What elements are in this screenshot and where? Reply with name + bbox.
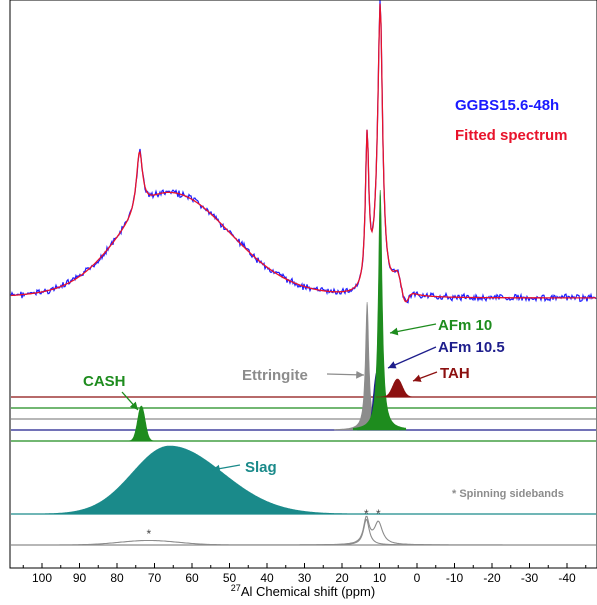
legend-fitted: Fitted spectrum xyxy=(455,127,568,144)
x-tick-label: 60 xyxy=(185,571,199,585)
spinning-sideband-traces xyxy=(11,515,596,546)
label-afm10-5: AFm 10.5 xyxy=(438,339,505,356)
sideband-marker: * xyxy=(376,507,381,521)
label-tah: TAH xyxy=(440,365,470,382)
legend-measured: GGBS15.6-48h xyxy=(455,97,559,114)
x-tick-label: 0 xyxy=(414,571,421,585)
plot-frame xyxy=(9,0,597,569)
x-tick-label: 10 xyxy=(373,571,387,585)
peak-afm-10 xyxy=(353,189,407,431)
x-tick-label: -10 xyxy=(446,571,464,585)
label-arrow xyxy=(387,346,437,369)
fitted-spectrum-line xyxy=(10,3,596,303)
sideband-marker: * xyxy=(147,527,152,541)
component-baselines xyxy=(11,396,596,546)
x-tick-label: 70 xyxy=(148,571,162,585)
label-cash: CASH xyxy=(83,373,126,390)
label-arrow xyxy=(412,371,438,382)
label-arrow xyxy=(326,370,365,379)
label-afm10: AFm 10 xyxy=(438,317,492,334)
note-spinning-sidebands: * Spinning sidebands xyxy=(452,488,564,500)
x-axis-ticks: 100 90 80 70 60 50 40 30 20 10 0 -10 -20 -30 -40 xyxy=(22,563,587,585)
sideband-markers: * * * xyxy=(147,507,382,541)
sideband-sum-line xyxy=(11,515,596,546)
x-tick-label: 80 xyxy=(110,571,124,585)
peak-cash xyxy=(120,405,162,442)
component-peaks xyxy=(12,189,586,515)
peak-ettringite xyxy=(334,301,399,431)
x-tick-label: 20 xyxy=(335,571,349,585)
label-arrows xyxy=(121,323,438,473)
peak-slag xyxy=(12,445,586,515)
x-axis-title-sup: 27 xyxy=(231,583,241,593)
x-tick-label: 50 xyxy=(223,571,237,585)
x-tick-label: -40 xyxy=(558,571,576,585)
x-tick-label: 100 xyxy=(32,571,52,585)
x-tick-label: 40 xyxy=(260,571,274,585)
x-tick-label: -20 xyxy=(483,571,501,585)
sideband-marker: * xyxy=(364,507,369,521)
label-arrow xyxy=(121,391,139,411)
label-arrow xyxy=(389,323,437,336)
x-axis-title-text: Al Chemical shift (ppm) xyxy=(241,584,375,599)
x-axis-title: 27Al Chemical shift (ppm) xyxy=(231,583,375,599)
x-tick-label: 30 xyxy=(298,571,312,585)
label-ettringite: Ettringite xyxy=(242,367,308,384)
measured-spectrum-line xyxy=(10,0,597,304)
x-tick-label: -30 xyxy=(521,571,539,585)
sideband-component-line xyxy=(300,518,440,546)
label-arrow xyxy=(211,464,241,473)
peak-tah xyxy=(375,378,417,398)
x-tick-label: 90 xyxy=(73,571,87,585)
label-slag: Slag xyxy=(245,459,277,476)
